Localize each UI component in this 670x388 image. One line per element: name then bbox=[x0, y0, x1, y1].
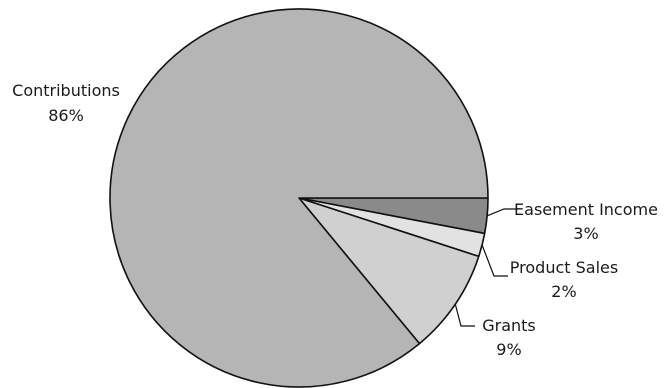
value-contributions: 86% bbox=[48, 106, 84, 125]
value-product-sales: 2% bbox=[551, 282, 576, 301]
value-grants: 9% bbox=[496, 340, 521, 359]
slice-contributions bbox=[109, 8, 489, 388]
value-easement-income: 3% bbox=[573, 224, 598, 243]
leader-easement-income bbox=[486, 208, 518, 217]
leader-grants bbox=[454, 304, 475, 327]
label-contributions: Contributions bbox=[12, 81, 120, 100]
leader-product-sales bbox=[481, 244, 508, 277]
label-product-sales: Product Sales bbox=[510, 258, 618, 277]
slice-labels: Contributions 86% Easement Income 3% Pro… bbox=[12, 81, 658, 359]
pie-slices bbox=[109, 8, 489, 388]
label-grants: Grants bbox=[482, 316, 536, 335]
label-easement-income: Easement Income bbox=[514, 200, 658, 219]
leader-lines bbox=[454, 208, 518, 327]
